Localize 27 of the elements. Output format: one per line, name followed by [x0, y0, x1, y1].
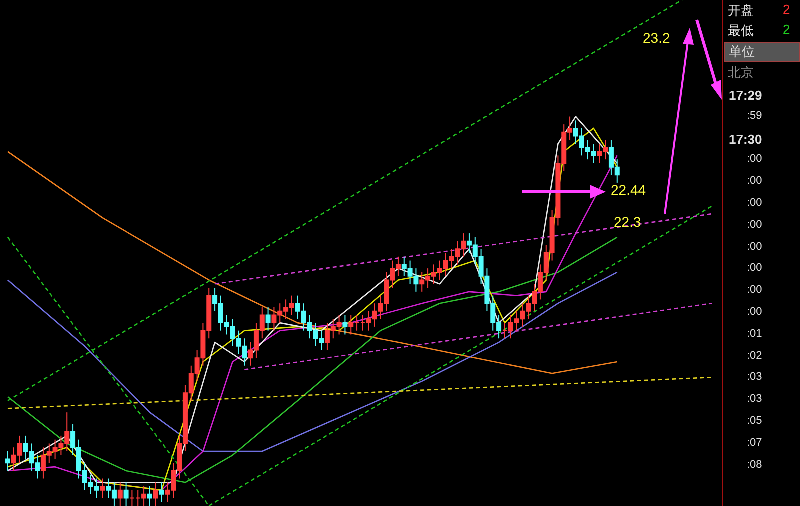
text: :05: [747, 415, 762, 427]
text: 北京: [728, 64, 754, 82]
text: 17:30: [729, 132, 762, 147]
text: :59: [747, 110, 762, 122]
text: 17:29: [729, 88, 762, 103]
text: 2: [783, 22, 790, 37]
annotation: 22.44: [611, 182, 646, 198]
text: :00: [747, 175, 762, 188]
text: 23.2: [643, 30, 670, 46]
text: :03: [747, 393, 762, 406]
text: :00: [747, 218, 762, 231]
text: :03: [747, 371, 762, 384]
text: 2: [783, 2, 790, 17]
annotation: 22.3: [614, 214, 642, 230]
text: :00: [747, 240, 762, 253]
text: :00: [747, 284, 762, 296]
text: :00: [747, 197, 762, 209]
text: 最低: [728, 22, 754, 40]
text: :08: [747, 458, 762, 471]
text: 开盘: [728, 2, 754, 20]
text: :00: [747, 153, 762, 166]
text: :01: [747, 328, 762, 340]
text: :07: [747, 436, 762, 449]
text: 单位: [724, 42, 800, 62]
text: :00: [747, 306, 762, 318]
text: :02: [747, 350, 762, 362]
text: :00: [747, 262, 762, 274]
